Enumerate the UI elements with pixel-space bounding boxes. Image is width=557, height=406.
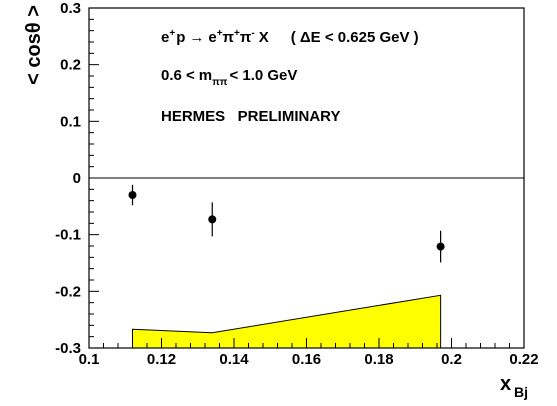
- reaction-beam: e: [161, 29, 169, 46]
- x-axis-title-main: x: [500, 373, 511, 395]
- x-tick-label: 0.14: [219, 351, 249, 368]
- x-tick-label: 0.12: [147, 351, 176, 368]
- y-tick-label: -0.1: [55, 227, 81, 244]
- y-tick-label: 0: [73, 170, 81, 187]
- y-tick-label: 0.1: [60, 113, 81, 130]
- reaction-final-2-sup: +: [234, 28, 240, 39]
- mass-cut-upper: < 1.0 GeV: [229, 67, 297, 84]
- point-marker: [208, 215, 217, 224]
- reaction-cut: ( ΔE < 0.625 GeV ): [291, 29, 419, 46]
- x-tick-label: 0.1: [79, 351, 100, 368]
- y-tick-label: 0.3: [60, 0, 81, 17]
- x-axis-title: x Bj: [500, 373, 528, 400]
- reaction-final-3-sup: -: [251, 28, 254, 39]
- mass-cut-m-sub: ππ: [212, 77, 228, 88]
- preliminary-label: HERMES PRELIMINARY: [161, 108, 340, 125]
- reaction-final-rest: X: [259, 29, 269, 46]
- data-point: [128, 184, 137, 206]
- y-tick-label: 0.2: [60, 57, 81, 74]
- mass-cut-m: m: [199, 67, 212, 84]
- x-axis-title-sub: Bj: [514, 384, 528, 400]
- systematic-band-layer: [132, 294, 442, 349]
- x-axis: 0.1 0.12 0.14 0.16 0.18 0.2 0.22: [79, 338, 539, 368]
- y-axis-title: < cosθ >: [23, 5, 45, 85]
- reaction-final-1-sup: +: [217, 28, 223, 39]
- data-points-layer: [128, 184, 445, 263]
- point-marker: [128, 191, 137, 199]
- systematic-band: [132, 294, 442, 349]
- reaction-final-1: e: [208, 29, 216, 46]
- reaction-target: p: [176, 29, 185, 46]
- reaction-arrow: →: [189, 29, 204, 46]
- data-point: [208, 202, 217, 237]
- x-tick-label: 0.2: [441, 351, 462, 368]
- reaction-annotation: e+p → e+π+π- X( ΔE < 0.625 GeV ): [161, 28, 419, 46]
- x-tick-label: 0.18: [364, 351, 393, 368]
- x-tick-label: 0.16: [292, 351, 321, 368]
- data-point: [436, 230, 445, 263]
- mass-cut-lower: 0.6 <: [161, 67, 195, 84]
- point-marker: [436, 242, 445, 251]
- reaction-final-2: π: [223, 29, 235, 46]
- mass-cut-annotation: 0.6 < mππ < 1.0 GeV: [161, 67, 297, 88]
- y-tick-label: -0.2: [55, 283, 81, 300]
- x-tick-label: 0.22: [509, 351, 538, 368]
- reaction-beam-sup: +: [169, 28, 175, 39]
- reaction-final-3: π: [240, 29, 252, 46]
- y-axis: -0.3 -0.2 -0.1 0 0.1 0.2 0.3: [55, 0, 99, 357]
- y-tick-label: -0.3: [55, 340, 81, 357]
